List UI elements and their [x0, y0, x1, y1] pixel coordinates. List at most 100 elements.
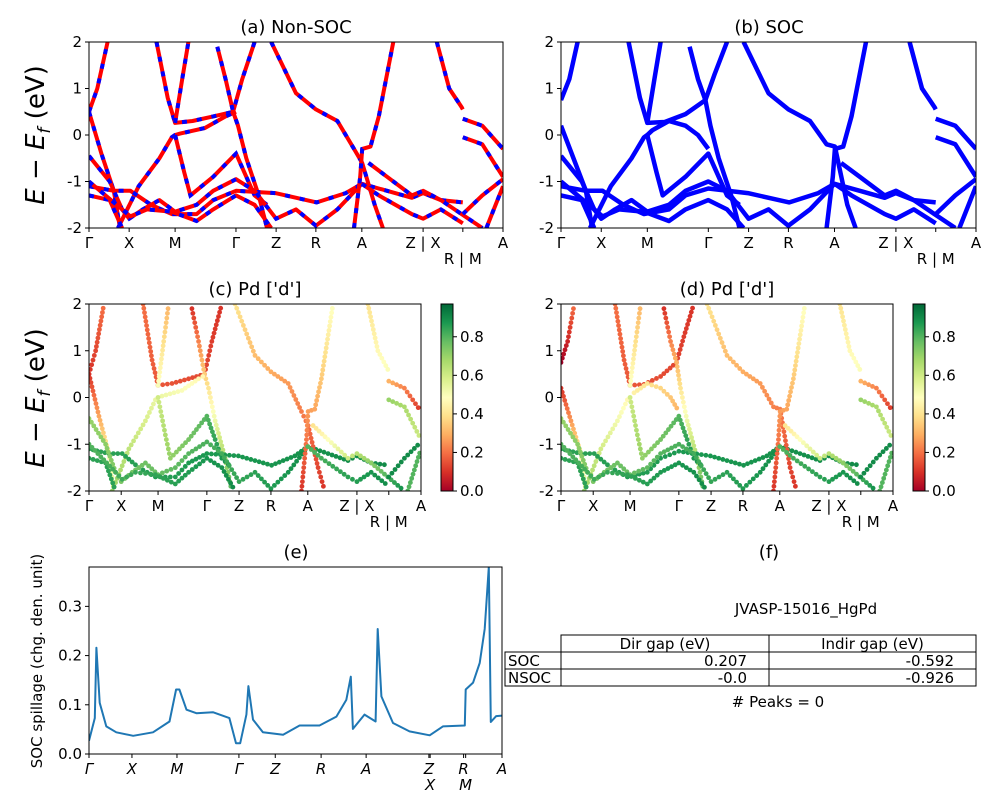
projected-point	[644, 469, 650, 475]
projected-point	[151, 401, 156, 407]
projected-point	[99, 314, 105, 320]
projected-point	[411, 467, 417, 473]
projected-point	[791, 479, 797, 485]
projected-point	[654, 472, 660, 478]
projected-point	[408, 449, 414, 455]
x-tick-label: Γ	[203, 497, 212, 515]
projected-point	[678, 385, 683, 391]
projected-point	[338, 449, 344, 455]
projected-point	[854, 471, 859, 477]
projected-point	[741, 462, 746, 468]
projected-point	[683, 326, 689, 331]
projected-point	[145, 414, 150, 420]
projected-point	[728, 459, 734, 465]
projected-point	[582, 466, 588, 472]
projected-point	[628, 474, 634, 479]
projected-point	[798, 461, 804, 467]
projected-point	[204, 439, 210, 445]
projected-point	[219, 451, 225, 456]
projected-point	[722, 348, 728, 354]
projected-point	[196, 376, 201, 382]
projected-point	[92, 396, 98, 402]
projected-point	[337, 469, 343, 475]
projected-point	[642, 452, 648, 458]
projected-point	[669, 343, 675, 349]
x-tick-label: Γ	[85, 497, 94, 515]
projected-point	[791, 376, 796, 382]
projected-point	[98, 434, 104, 440]
projected-point	[244, 474, 250, 480]
projected-point	[322, 434, 328, 440]
projected-point	[177, 378, 183, 384]
projected-point	[395, 482, 401, 488]
projected-point	[164, 477, 170, 483]
projected-point	[232, 304, 238, 307]
projected-point	[413, 401, 418, 407]
projected-point	[870, 402, 875, 408]
projected-point	[793, 358, 799, 364]
projected-point	[870, 459, 876, 465]
projected-point	[634, 329, 640, 335]
projected-point	[361, 455, 367, 461]
projected-point	[204, 381, 210, 386]
projected-point	[685, 422, 691, 428]
projected-point	[93, 348, 99, 354]
projected-point	[410, 420, 416, 426]
projected-point	[841, 318, 846, 324]
projected-point	[382, 481, 388, 486]
projected-point	[94, 405, 100, 411]
y-tick-label: 0	[544, 126, 554, 144]
band-line	[907, 42, 938, 111]
projected-point	[350, 453, 355, 459]
projected-point	[757, 381, 763, 386]
projected-point	[138, 426, 144, 432]
projected-point	[197, 343, 202, 349]
projected-point	[771, 483, 777, 489]
projected-point	[406, 412, 411, 418]
projected-point	[575, 441, 580, 447]
projected-point	[854, 481, 860, 486]
projected-point	[667, 452, 673, 458]
projected-point	[795, 345, 801, 351]
y-tick-label: -1	[539, 435, 554, 453]
projected-point	[610, 470, 615, 476]
x-tick-label: A	[496, 760, 507, 778]
projected-point	[100, 305, 106, 311]
axes-frame	[88, 566, 503, 755]
x-tick-label: R	[311, 234, 321, 252]
projected-point	[416, 433, 421, 438]
projected-point	[209, 404, 215, 410]
projected-point	[640, 466, 646, 472]
projected-point	[620, 349, 626, 354]
projected-point	[288, 455, 294, 460]
projected-point	[716, 474, 722, 480]
projected-point	[663, 315, 669, 321]
projected-point	[635, 437, 641, 442]
projected-point	[849, 461, 855, 467]
projected-point	[672, 462, 678, 468]
projected-point	[310, 423, 316, 428]
panel-c-title: (c) Pd ['d']	[208, 279, 301, 300]
projected-point	[108, 457, 114, 463]
projected-point	[747, 374, 753, 379]
projected-point	[826, 479, 832, 485]
projected-point	[226, 463, 232, 469]
projected-point	[750, 376, 756, 382]
projected-point	[414, 428, 420, 434]
projected-point	[163, 324, 168, 330]
projected-point	[406, 484, 412, 490]
projected-point	[874, 385, 879, 391]
projected-point	[186, 437, 192, 442]
projected-point	[674, 405, 680, 411]
projected-point	[392, 480, 397, 485]
projected-point	[207, 421, 213, 427]
panel-b: -2 -1 0 1 2 Γ X M Γ Z R A Z | XR | M A	[539, 33, 982, 268]
projected-point	[402, 455, 407, 461]
projected-point	[148, 353, 154, 359]
projected-point	[677, 381, 683, 387]
x-tick-label: X	[596, 234, 606, 252]
projected-point	[567, 414, 573, 420]
band-line	[934, 116, 976, 151]
projected-point	[284, 456, 290, 462]
